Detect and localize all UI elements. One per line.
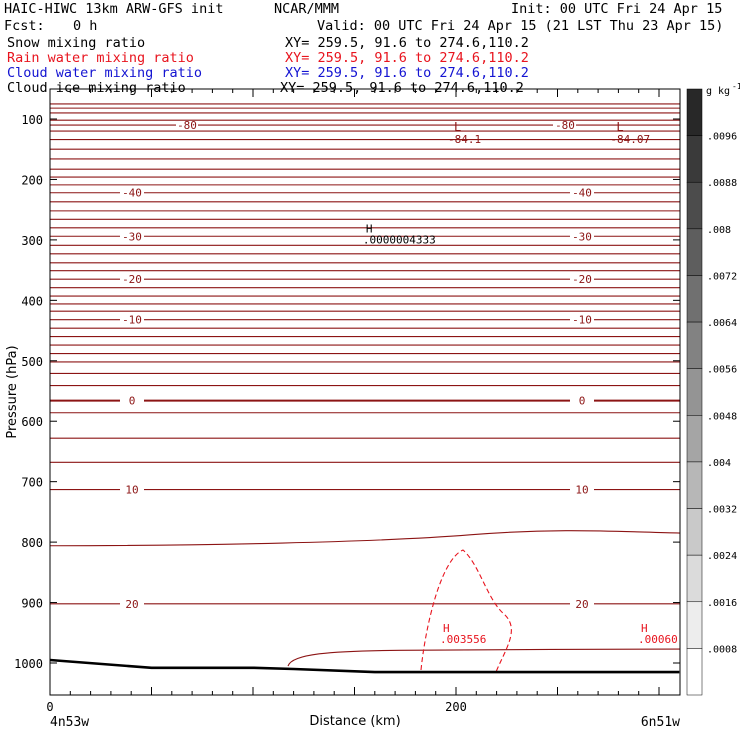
colorbar-label: .0056 [707,365,737,376]
colorbar-label: .0064 [707,318,737,329]
colorbar-band [686,275,703,323]
contour-label: -20 [122,273,142,286]
colorbar-label: .0072 [707,271,737,282]
rain-max-marker: H [443,622,450,635]
colorbar-band [686,88,703,136]
rain-max-marker: H [641,622,648,635]
rain-water-contours [420,549,512,673]
rain-max-value: .00060 [638,633,678,646]
model-title: HAIC-HIWC 13km ARW-GFS init [4,1,224,17]
colorbar-label: .0016 [707,598,737,609]
field-rain-xy: XY= 259.5, 91.6 to 274.6,110.2 [285,50,529,66]
colorbar-band [686,601,703,649]
colorbar-label: .0088 [707,178,737,189]
chart-labels: -80 -80 -40 -40 -30 -30 -20 -20 -10 -10 0 0 10 10 20 20… [122,119,678,646]
colorbar-band [686,415,703,463]
contour-label: 10 [575,484,588,497]
temperature-contours [49,103,681,667]
field-rain-label: Rain water mixing ratio [7,50,194,66]
x-axis-label: Distance (km) [309,714,400,729]
rain-max-value: .003556 [440,633,486,646]
high-marker: H [366,223,373,236]
field-cloudwater-label: Cloud water mixing ratio [7,65,203,81]
y-tick-label: 500 [21,355,43,369]
temperature-contour-line [287,648,681,667]
contour-label: 0 [579,395,586,408]
field-cloudice-label: Cloud ice mixing ratio [7,80,186,96]
colorbar-band [686,181,703,230]
colorbar-unit: g kg [706,86,730,97]
colorbar-label: .0096 [707,132,737,143]
init-time: Init: 00 UTC Fri 24 Apr 15 [511,1,723,17]
contour-label: -80 [555,119,575,132]
colorbar-band [686,648,703,696]
x-left-endpoint: 4n53w [50,715,89,730]
y-axis-label: Pressure (hPa) [5,345,20,438]
colorbar-band [686,554,703,603]
colorbar-label: .0048 [707,411,737,422]
colorbar-unit-exponent: -1 [732,82,740,91]
low-marker: L [616,120,623,134]
contour-label: -30 [122,230,142,243]
contour-label: -10 [572,314,592,327]
y-tick-label: 300 [21,234,43,248]
valid-time: Valid: 00 UTC Fri 24 Apr 15 (21 LST Thu … [317,18,724,34]
low-marker: L [454,120,461,134]
contour-label: 10 [125,484,138,497]
contour-label: 0 [129,395,136,408]
contour-label: -20 [572,273,592,286]
terrain-line [49,658,680,674]
field-cloudice-xy: XY= 259.5, 91.6 to 274.6,110.2 [280,80,524,96]
x-tick-label: 0 [46,700,53,714]
plot-frame [49,88,681,696]
colorbar-band [686,321,703,369]
colorbar: .0096 .0088 .008 .0072 .0064 .0056 .0048 .004 .0… [686,82,740,696]
contour-label: -80 [177,119,197,132]
colorbar-label: .004 [707,458,731,469]
y-tick-label: 900 [21,597,43,611]
colorbar-label: .0008 [707,644,737,655]
colorbar-band [686,135,703,183]
low-value: -84.07 [610,133,650,146]
forecast-hour: 0 h [73,18,98,34]
low-value: -84.1 [448,133,481,146]
colorbar-label: .0024 [707,551,737,562]
contour-label: -10 [122,314,142,327]
contour-label: 20 [125,598,138,611]
colorbar-band [686,508,703,556]
colorbar-band [686,368,703,416]
colorbar-band [686,228,703,276]
temperature-contour-line [49,530,681,547]
contour-label: -40 [572,187,592,200]
contour-label: 20 [575,598,588,611]
y-tick-label: 1000 [14,657,43,671]
colorbar-label: .008 [707,225,731,236]
colorbar-label: .0032 [707,505,737,516]
field-snow-label: Snow mixing ratio [7,35,146,51]
y-tick-label: 100 [21,113,43,127]
x-tick-label: 200 [445,700,467,714]
y-tick-label: 800 [21,536,43,550]
contour-label: -30 [572,230,592,243]
field-cloudwater-xy: XY= 259.5, 91.6 to 274.6,110.2 [285,65,529,81]
y-tick-label: 200 [21,173,43,187]
org-label: NCAR/MMM [274,1,340,17]
terrain [49,658,680,674]
field-snow-xy: XY= 259.5, 91.6 to 274.6,110.2 [285,35,529,51]
high-value: .0000004333 [363,234,436,247]
forecast-label: Fcst: [4,18,45,34]
colorbar-band [686,461,703,509]
contour-label: -40 [122,187,142,200]
y-tick-label: 400 [21,294,43,308]
rain-water-contour [420,549,512,673]
x-right-endpoint: 6n51w [641,715,680,730]
y-tick-label: 600 [21,415,43,429]
y-tick-label: 700 [21,476,43,490]
